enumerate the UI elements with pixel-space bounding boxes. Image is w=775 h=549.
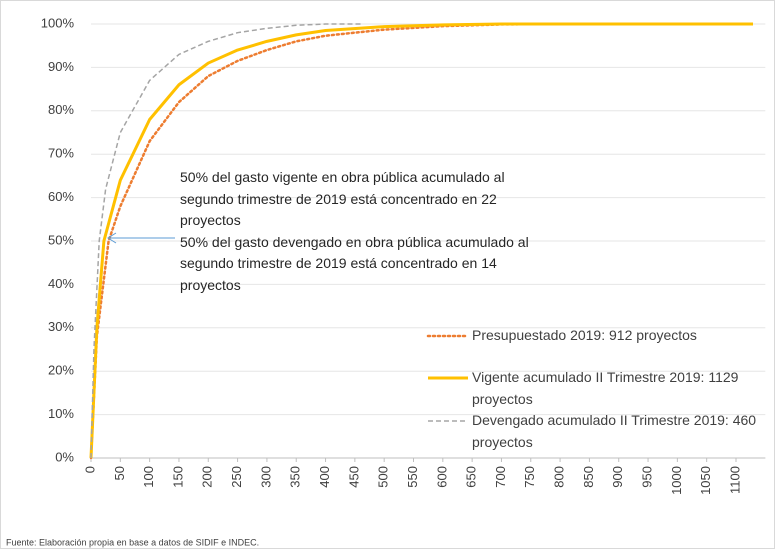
legend-label-box: Vigente acumulado II Trimestre 2019: 112… [472,369,739,407]
legend-item: Presupuestado 2019: 912 proyectos [426,327,697,343]
y-tick-label: 30% [48,319,74,334]
y-tick-label: 40% [48,276,74,291]
x-tick-label: 450 [346,466,361,488]
annotation: 50% del gasto devengado en obra pública … [180,233,529,293]
y-tick-label: 0% [55,449,74,464]
legend-label-box: Presupuestado 2019: 912 proyectos [472,327,697,343]
series-line [90,23,361,459]
y-tick-label: 90% [48,59,74,74]
x-tick-label: 50 [112,466,127,480]
x-tick-label: 200 [200,466,215,488]
annotation: 50% del gasto vigente en obra pública ac… [180,169,505,228]
x-tick-label: 950 [639,466,654,488]
x-tick-label: 100 [141,466,156,488]
x-tick-label: 1000 [669,466,684,495]
y-tick-label: 60% [48,189,74,204]
y-tick-label: 80% [48,102,74,117]
x-tick-label: 300 [258,466,273,488]
annotation-box: 50% del gasto vigente en obra pública ac… [180,169,529,293]
x-tick-label: 900 [610,466,625,488]
legend-label-box: Devengado acumulado II Trimestre 2019: 4… [472,412,757,450]
x-tick-label: 1100 [727,466,742,494]
x-tick-label: 700 [493,466,508,488]
x-tick-label: 400 [317,466,332,488]
x-tick-label: 850 [581,466,596,488]
x-tick-label: 550 [405,466,420,488]
legend-label: Presupuestado 2019: 912 proyectos [472,327,697,343]
y-tick-label: 50% [48,232,74,247]
x-tick-label: 650 [464,466,479,488]
x-tick-label: 800 [552,466,567,488]
y-tick-label: 100% [41,15,75,30]
x-tick-label: 250 [229,466,244,488]
arrow-head [107,232,117,244]
x-tick-label: 0 [82,466,97,473]
legend-item: Devengado acumulado II Trimestre 2019: 4… [428,412,757,450]
x-tick-label: 750 [522,466,537,488]
x-tick-label: 1050 [698,466,713,495]
x-tick-label: 350 [288,466,303,488]
x-tick-label: 150 [170,466,185,488]
legend-label: Vigente acumulado II Trimestre 2019: 112… [472,369,739,407]
legend-label: Devengado acumulado II Trimestre 2019: 4… [472,412,757,450]
x-tick-label: 600 [434,466,449,488]
y-tick-label: 70% [48,146,74,161]
y-tick-label: 20% [48,363,74,378]
lines [89,22,754,460]
legend-item: Vigente acumulado II Trimestre 2019: 112… [428,369,739,407]
source: Fuente: Elaboración propia en base a dat… [6,537,259,547]
y-tick-label: 10% [48,406,74,421]
x-tick-label: 500 [376,466,391,488]
series-line [89,22,754,459]
